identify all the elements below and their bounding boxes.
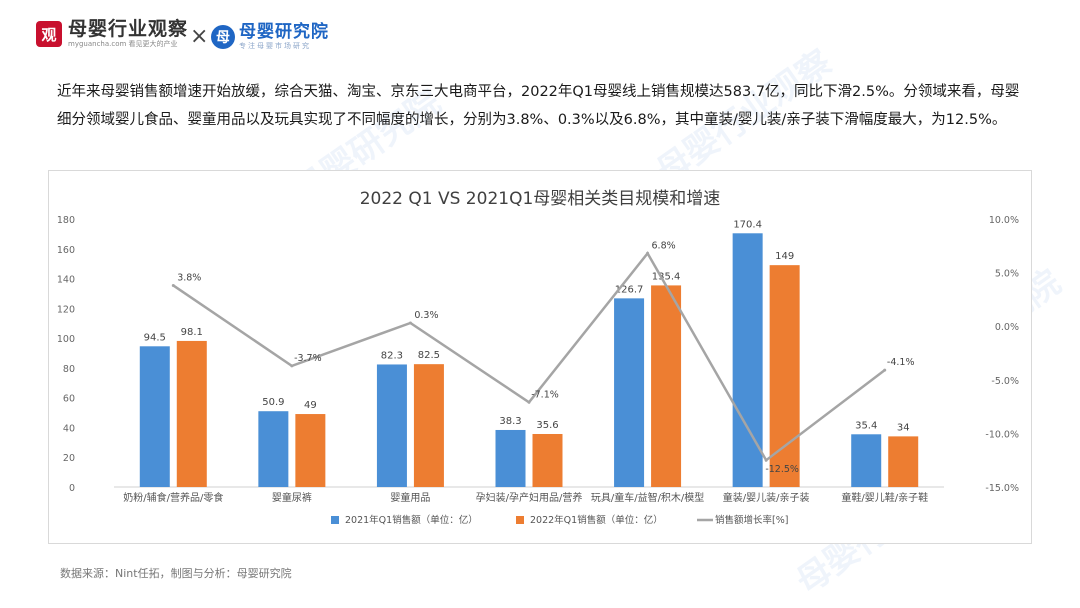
brand-logo-right[interactable]: 母 母婴研究院 专注母婴市场研究 — [211, 24, 329, 50]
chart-title: 2022 Q1 VS 2021Q1母婴相关类目规模和增速 — [360, 189, 721, 209]
growth-rate-label: -7.1% — [531, 389, 559, 400]
bar — [295, 414, 326, 487]
growth-rate-point — [646, 251, 650, 255]
growth-rate-label: 3.8% — [177, 272, 201, 283]
bar-value-label: 50.9 — [262, 397, 284, 408]
research-badge-icon: 母 — [211, 25, 235, 49]
bar — [495, 429, 526, 487]
growth-rate-label: -12.5% — [765, 464, 799, 475]
y-left-tick-label: 20 — [63, 453, 75, 464]
bar — [732, 233, 763, 487]
combo-chart: 2022 Q1 VS 2021Q1母婴相关类目规模和增速 0 20 40 60 80 10… — [57, 189, 1019, 526]
bar — [176, 340, 207, 487]
logo-separator: × — [190, 24, 209, 49]
growth-rate-point — [764, 458, 768, 462]
y-right-tick-label: 10.0% — [989, 215, 1019, 226]
bar-value-label: 126.7 — [615, 284, 644, 295]
growth-rate-label: -3.7% — [294, 353, 322, 364]
x-tick-label: 童鞋/婴儿鞋/亲子鞋 — [841, 491, 928, 504]
bar-value-label: 98.1 — [181, 327, 203, 338]
bar — [413, 364, 444, 487]
bar-value-label: 82.5 — [418, 350, 440, 361]
growth-rate-label: -4.1% — [887, 357, 915, 368]
legend-label: 2022年Q1销售额（单位：亿） — [530, 514, 663, 526]
growth-rate-point — [527, 400, 531, 404]
y-right-tick-label: 5.0% — [995, 269, 1019, 280]
bar — [376, 364, 407, 487]
brand-tagline-right: 专注母婴市场研究 — [239, 42, 311, 50]
bar-value-label: 38.3 — [499, 416, 521, 427]
x-tick-label: 婴童尿裤 — [272, 491, 312, 504]
x-tick-label: 婴童用品 — [390, 491, 430, 504]
bar-value-label: 35.6 — [536, 420, 558, 431]
bar-value-label: 135.4 — [652, 271, 681, 282]
brand-tagline-left: myguancha.com 看见更大的产业 — [68, 40, 178, 48]
y-right-tick-label: -5.0% — [991, 376, 1019, 387]
y-left-tick-label: 100 — [57, 334, 75, 345]
growth-rate-point — [408, 321, 412, 325]
x-tick-label: 孕妇装/孕产妇用品/营养 — [476, 491, 583, 504]
bar-value-label: 35.4 — [855, 420, 877, 431]
legend-swatch — [331, 516, 339, 524]
bar — [651, 285, 682, 487]
y-left-tick-label: 140 — [57, 275, 75, 286]
bar-value-label: 34 — [897, 422, 910, 433]
y-left-tick-label: 0 — [69, 483, 75, 494]
growth-rate-label: 0.3% — [414, 310, 438, 321]
header: 观 母婴行业观察 myguancha.com 看见更大的产业 × 母 母婴研究院… — [0, 0, 1080, 60]
x-tick-label: 玩具/童车/益智/积木/模型 — [591, 491, 704, 504]
y-left-tick-label: 60 — [63, 394, 75, 405]
summary-paragraph: 近年来母婴销售额增速开始放缓，综合天猫、淘宝、京东三大电商平台，2022年Q1母… — [57, 84, 1020, 128]
bar — [851, 434, 882, 487]
legend-label: 2021年Q1销售额（单位：亿） — [345, 514, 478, 526]
brand-logo-left[interactable]: 观 母婴行业观察 myguancha.com 看见更大的产业 — [36, 20, 188, 48]
y-right-tick-label: 0.0% — [995, 322, 1019, 333]
x-tick-label: 奶粉/辅食/营养品/零食 — [123, 491, 223, 504]
y-right-tick-label: -10.0% — [985, 429, 1019, 440]
bar-value-label: 49 — [304, 400, 317, 411]
bar — [258, 411, 289, 487]
y-right-tick-label: -15.0% — [985, 483, 1019, 494]
brand-name-left: 母婴行业观察 — [68, 18, 189, 40]
legend-label: 销售额增长率[%] — [715, 514, 788, 526]
x-tick-label: 童装/婴儿装/亲子装 — [723, 491, 810, 504]
brand-badge-icon: 观 — [36, 21, 62, 47]
y-left-tick-label: 160 — [57, 245, 75, 256]
bar — [769, 265, 800, 487]
y-left-tick-label: 80 — [63, 364, 75, 375]
legend-swatch — [516, 516, 524, 524]
bar — [614, 298, 645, 487]
y-left-tick-label: 120 — [57, 304, 75, 315]
y-left-tick-label: 40 — [63, 423, 75, 434]
bar-value-label: 170.4 — [733, 219, 762, 230]
bar-value-label: 94.5 — [144, 332, 166, 343]
bar — [888, 436, 919, 487]
bar-value-label: 149 — [775, 251, 794, 262]
bar — [139, 346, 170, 487]
growth-rate-point — [171, 283, 175, 287]
y-left-tick-label: 180 — [57, 215, 75, 226]
growth-rate-label: 6.8% — [652, 240, 676, 251]
bar-value-label: 82.3 — [381, 350, 403, 361]
data-source-note: 数据来源：Nint任拓，制图与分析：母婴研究院 — [60, 567, 292, 580]
brand-name-right: 母婴研究院 — [239, 22, 329, 42]
chart-card: 2022 Q1 VS 2021Q1母婴相关类目规模和增速 0 20 40 60 80 10… — [48, 170, 1032, 544]
growth-rate-point — [883, 368, 887, 372]
bar — [532, 433, 563, 487]
growth-rate-point — [290, 364, 294, 368]
